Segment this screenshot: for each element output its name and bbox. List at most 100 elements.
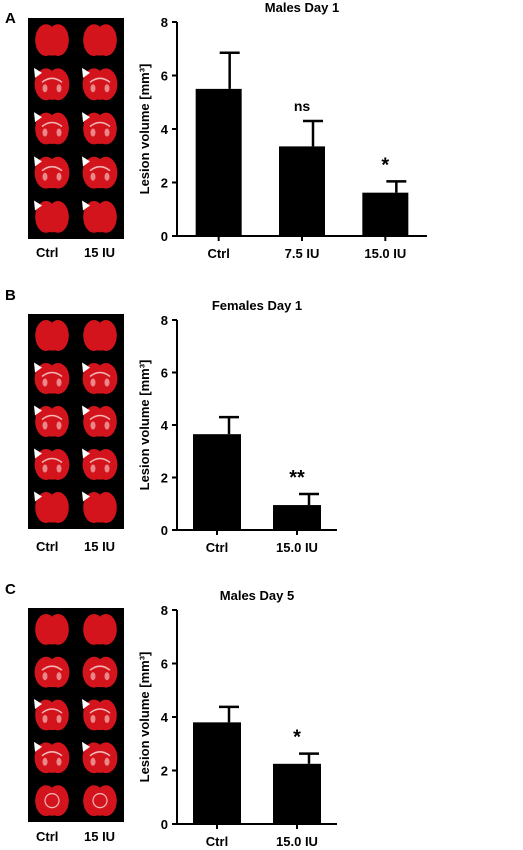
white-arrow-marker bbox=[82, 699, 90, 710]
y-tick-label: 8 bbox=[161, 603, 168, 618]
y-tick-label: 2 bbox=[161, 764, 168, 779]
x-tick-label: Ctrl bbox=[207, 246, 229, 261]
white-arrow-marker bbox=[34, 699, 42, 710]
photo-labels: Ctrl 15 IU bbox=[28, 829, 124, 845]
brain-slices-photo bbox=[28, 18, 124, 239]
photo-labels: Ctrl 15 IU bbox=[28, 539, 124, 555]
white-arrow-marker bbox=[34, 491, 42, 502]
white-arrow-marker bbox=[82, 67, 90, 78]
white-arrow-marker bbox=[82, 200, 90, 211]
white-arrow-marker bbox=[34, 200, 42, 211]
bar bbox=[273, 505, 321, 530]
brain-slice bbox=[83, 406, 117, 437]
photo-labels: Ctrl 15 IU bbox=[28, 245, 124, 261]
significance-label: * bbox=[293, 727, 301, 749]
white-arrow-marker bbox=[82, 362, 90, 373]
chart-svg: Males Day 5 Lesion volume [mm³] 0 2 4 6 8 Ctrl 1… bbox=[137, 588, 337, 849]
y-tick-label: 8 bbox=[161, 313, 168, 328]
photo-label-15iu: 15 IU bbox=[84, 245, 116, 260]
brain-slice bbox=[83, 785, 117, 817]
chart-title: Males Day 5 bbox=[220, 588, 294, 603]
brain-slice bbox=[82, 156, 118, 189]
brain-slice bbox=[82, 68, 118, 101]
brain-slice bbox=[34, 156, 70, 189]
brain-slice bbox=[82, 449, 118, 480]
brain-slices-photo bbox=[28, 314, 124, 529]
bar bbox=[193, 722, 241, 824]
y-tick-label: 4 bbox=[161, 418, 169, 433]
bar bbox=[273, 763, 321, 824]
chart-title: Females Day 1 bbox=[212, 298, 302, 313]
bar bbox=[193, 434, 241, 530]
y-tick-label: 6 bbox=[161, 366, 168, 381]
white-arrow-marker bbox=[34, 362, 42, 373]
white-arrow-marker bbox=[82, 741, 90, 752]
photo-label-15iu: 15 IU bbox=[84, 829, 116, 844]
brain-slice bbox=[83, 112, 117, 145]
y-tick-label: 0 bbox=[161, 817, 168, 832]
brain-slice bbox=[83, 699, 117, 731]
white-arrow-marker bbox=[34, 156, 42, 167]
bar bbox=[195, 88, 242, 236]
brain-slice bbox=[83, 320, 117, 351]
panel-b: B Ctrl 15 IU Females Day 1 Lesion volume … bbox=[0, 285, 523, 565]
brain-slice bbox=[35, 24, 69, 57]
y-tick-label: 6 bbox=[161, 657, 168, 672]
white-arrow-marker bbox=[82, 491, 90, 502]
significance-label: * bbox=[381, 154, 389, 176]
white-arrow-marker bbox=[82, 405, 90, 416]
brain-slice bbox=[82, 363, 118, 394]
brain-slice bbox=[34, 363, 70, 394]
bar-chart: Males Day 1 Lesion volume [mm³] 0 2 4 6 8 Ctrl 7… bbox=[135, 0, 523, 280]
y-tick-label: 8 bbox=[161, 15, 168, 30]
bar bbox=[279, 146, 325, 236]
brain-slice bbox=[35, 613, 69, 645]
y-axis-label: Lesion volume [mm³] bbox=[137, 652, 152, 783]
bar-chart: Females Day 1 Lesion volume [mm³] 0 2 4 6 8 Ctr… bbox=[135, 285, 523, 565]
brain-slices-image bbox=[28, 608, 124, 822]
brain-slice bbox=[34, 742, 70, 774]
chart-title: Males Day 1 bbox=[265, 0, 339, 15]
y-tick-label: 2 bbox=[161, 176, 168, 191]
brain-slice bbox=[83, 492, 117, 523]
brain-slices-photo bbox=[28, 608, 124, 822]
brain-slice bbox=[35, 200, 69, 233]
brain-slices-image bbox=[28, 314, 124, 529]
x-tick-label: 7.5 IU bbox=[285, 246, 320, 261]
panel-letter: B bbox=[5, 287, 16, 304]
brain-slice bbox=[35, 112, 69, 145]
brain-slice bbox=[83, 24, 117, 57]
y-tick-label: 0 bbox=[161, 229, 168, 244]
brain-slice bbox=[35, 406, 69, 437]
photo-label-ctrl: Ctrl bbox=[36, 829, 59, 844]
white-arrow-marker bbox=[82, 156, 90, 167]
white-arrow-marker bbox=[82, 112, 90, 123]
white-arrow-marker bbox=[34, 741, 42, 752]
brain-slice bbox=[35, 785, 69, 817]
y-tick-label: 2 bbox=[161, 471, 168, 486]
white-arrow-marker bbox=[82, 448, 90, 459]
brain-slice bbox=[83, 613, 117, 645]
brain-slice bbox=[34, 656, 70, 688]
x-tick-label: Ctrl bbox=[206, 540, 228, 555]
y-tick-label: 4 bbox=[161, 710, 169, 725]
y-tick-label: 6 bbox=[161, 69, 168, 84]
photo-label-15iu: 15 IU bbox=[84, 539, 116, 554]
significance-label: ns bbox=[294, 98, 311, 114]
panel-c: C Ctrl 15 IU Males Day 5 Lesion volume [m… bbox=[0, 575, 523, 850]
brain-slices-image bbox=[28, 18, 124, 239]
brain-slice bbox=[82, 656, 118, 688]
brain-slice bbox=[35, 320, 69, 351]
bar-chart: Males Day 5 Lesion volume [mm³] 0 2 4 6 8 Ctrl 1… bbox=[135, 575, 523, 850]
significance-label: ** bbox=[289, 467, 305, 489]
white-arrow-marker bbox=[34, 67, 42, 78]
y-tick-label: 4 bbox=[161, 122, 169, 137]
x-tick-label: 15.0 IU bbox=[364, 246, 406, 261]
photo-label-ctrl: Ctrl bbox=[36, 245, 59, 260]
brain-slice bbox=[34, 449, 70, 480]
brain-slice bbox=[34, 68, 70, 101]
chart-svg: Females Day 1 Lesion volume [mm³] 0 2 4 6 8 Ctr… bbox=[137, 298, 337, 555]
brain-slice bbox=[83, 200, 117, 233]
y-axis-label: Lesion volume [mm³] bbox=[137, 64, 152, 195]
x-tick-label: Ctrl bbox=[206, 834, 228, 849]
